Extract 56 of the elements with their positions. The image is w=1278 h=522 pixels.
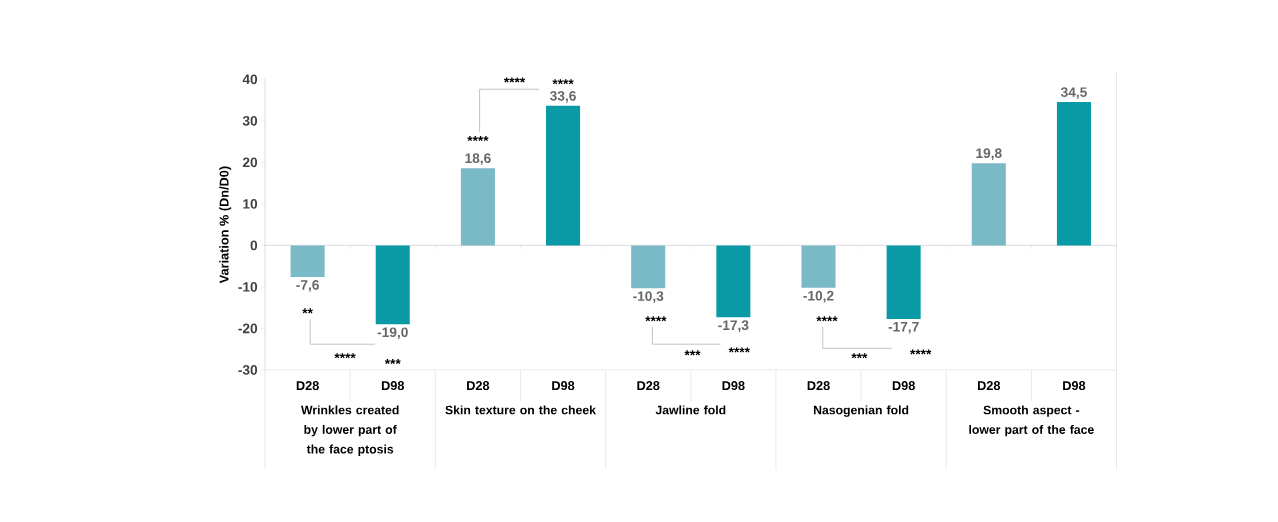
annotation: ***: [684, 350, 701, 356]
annotation: ****: [552, 79, 574, 85]
annotation: ***: [384, 359, 401, 365]
data-label: 33,6: [550, 91, 576, 103]
x-tick-label: D28: [296, 381, 319, 391]
text: Skin texture on the cheek: [445, 405, 596, 415]
data-label: -10,2: [803, 291, 834, 303]
x-tick-label: D28: [977, 381, 1001, 391]
annotation: ***: [851, 353, 868, 359]
y-tick-label: 30: [242, 116, 258, 126]
text: Wrinkles created by lower part of the face ptosis: [301, 405, 399, 457]
x-tick-label: D28: [637, 381, 660, 391]
x-tick-label: D98: [381, 381, 405, 391]
y-tick-label: 0: [250, 240, 258, 251]
annotation: ****: [503, 77, 526, 83]
y-tick-label: 40: [242, 74, 258, 85]
text: Smooth aspect - lower part of the face: [969, 405, 1094, 437]
y-tick-label: -10: [238, 282, 258, 292]
bar: [631, 245, 666, 289]
annotation: ****: [728, 347, 750, 353]
x-tick-label: D98: [1063, 381, 1086, 391]
data-label: -7,6: [296, 280, 319, 292]
bar: [1056, 102, 1091, 246]
x-tick-label: D98: [722, 381, 745, 391]
bar: [460, 168, 495, 246]
x-tick-label: D98: [892, 381, 915, 391]
y-tick-label: -20: [238, 323, 258, 334]
text: Jawline fold: [655, 405, 726, 415]
data-label: -17,3: [718, 320, 749, 333]
text: Nasogenian fold: [813, 405, 909, 418]
bar: [290, 245, 325, 278]
annotation: **: [302, 308, 313, 314]
y-tick-label: 20: [242, 157, 258, 168]
data-label: 18,6: [465, 153, 491, 166]
data-label: -10,3: [633, 291, 664, 304]
bar: [716, 245, 751, 318]
bar: [886, 245, 921, 320]
data-label: 34,5: [1060, 87, 1087, 100]
y-tick-label: -30: [238, 365, 258, 375]
bar: [801, 245, 836, 288]
x-tick-label: D98: [552, 381, 575, 391]
annotation: ****: [645, 316, 667, 322]
bar: [375, 245, 410, 325]
annotation: ****: [910, 349, 932, 355]
data-label: -19,0: [377, 327, 408, 340]
bar: [546, 106, 581, 246]
x-tick-label: D28: [807, 381, 830, 391]
annotation: ****: [334, 353, 356, 359]
bar: [971, 163, 1006, 246]
x-tick-label: D28: [467, 381, 490, 391]
annotation: ****: [816, 316, 838, 322]
data-label: -17,7: [888, 322, 919, 334]
annotation: ****: [467, 136, 489, 142]
y-tick-label: 10: [243, 199, 258, 209]
y-axis-title: Variation % (Dn/D0): [219, 166, 232, 284]
data-label: 19,8: [976, 148, 1002, 161]
